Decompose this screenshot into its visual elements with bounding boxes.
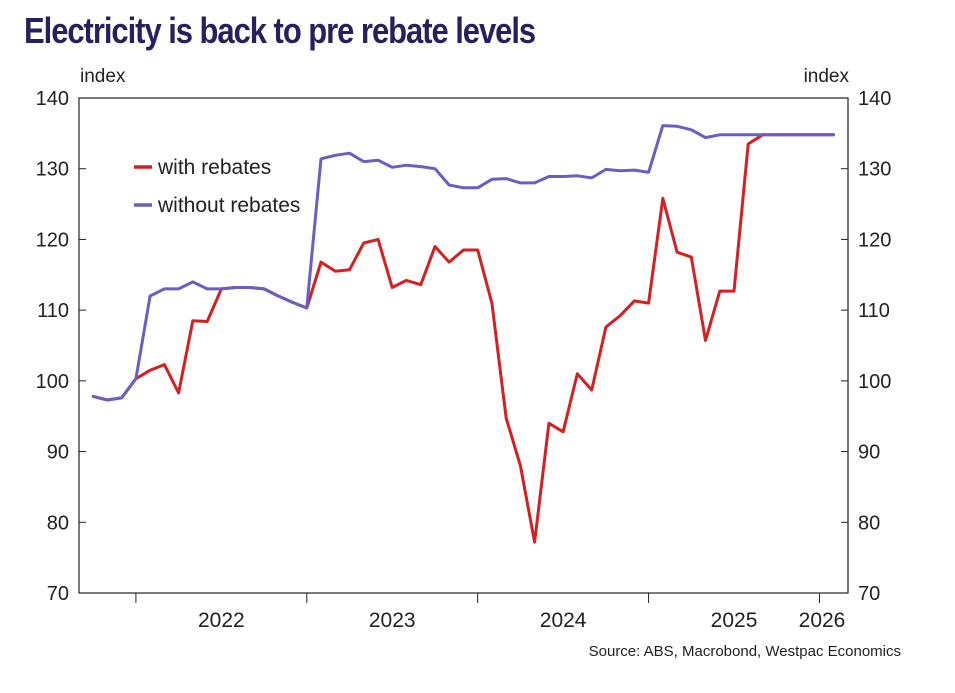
y-tick-label-right: 70 <box>858 583 880 605</box>
y-axis-right-label: index <box>804 66 850 87</box>
y-tick-label-right: 130 <box>858 159 891 181</box>
y-tick-label-left: 110 <box>37 300 69 322</box>
legend-label: without rebates <box>157 194 300 217</box>
plot-frame <box>78 97 849 594</box>
y-tick-label-left: 90 <box>47 442 69 464</box>
y-tick-label-left: 80 <box>47 512 69 534</box>
chart-title: Electricity is back to pre rebate levels <box>24 10 536 51</box>
y-tick-label-left: 100 <box>36 371 69 393</box>
y-tick-label-left: 140 <box>36 88 69 110</box>
y-tick-label-right: 140 <box>858 88 891 110</box>
x-tick-label: 2026 <box>799 609 846 632</box>
y-tick-label-right: 120 <box>858 229 891 251</box>
y-tick-label-right: 90 <box>858 442 880 464</box>
y-tick-label-right: 100 <box>858 371 891 393</box>
series-line-with-rebates <box>91 133 836 544</box>
y-axis-left-label: index <box>80 66 126 87</box>
x-tick-label: 2022 <box>198 609 245 632</box>
y-tick-label-left: 120 <box>36 229 69 251</box>
y-tick-label-right: 110 <box>858 300 890 322</box>
x-tick-label: 2025 <box>711 609 758 632</box>
x-tick-label: 2023 <box>369 609 416 632</box>
legend-label: with rebates <box>157 156 271 179</box>
source-note: Source: ABS, Macrobond, Westpac Economic… <box>588 643 901 660</box>
legend: with rebates without rebates <box>134 156 300 217</box>
y-tick-label-left: 70 <box>47 583 69 605</box>
series-line-without-rebates <box>91 124 836 402</box>
y-tick-label-right: 80 <box>858 512 880 534</box>
y-tick-label-left: 130 <box>36 159 69 181</box>
x-tick-label: 2024 <box>540 609 587 632</box>
